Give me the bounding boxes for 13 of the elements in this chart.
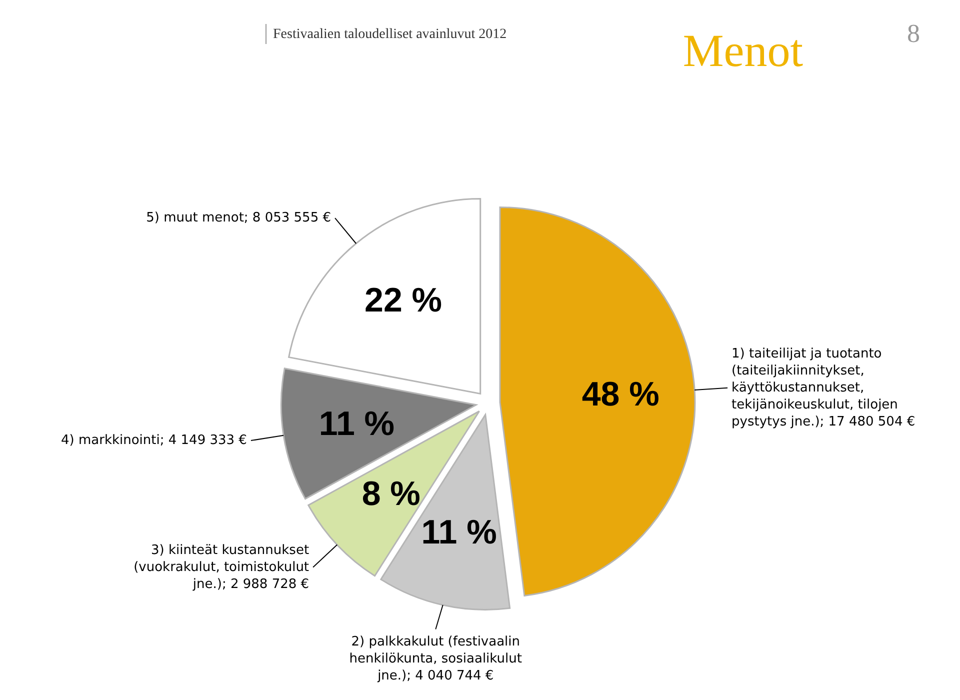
data-label: 11 % (318, 404, 395, 443)
slice-label: 2) palkkakulut (festivaalin henkilökunta, sosiaalikulut jne.); 4 040 744 € (349, 634, 522, 684)
data-label: 48 % (582, 376, 660, 414)
slice-label: 3) kiinteät kustannukset (vuokrakulut, toimistokulut jne.); 2 988 728 € (134, 542, 310, 592)
data-label: 8 % (362, 474, 420, 513)
data-label: 11 % (421, 514, 497, 552)
data-label: 22 % (364, 282, 442, 320)
slice-label: 5) muut menot; 8 053 555 € (146, 210, 332, 226)
chart-title: Menot (682, 25, 804, 76)
chart-subtitle: Festivaalien taloudelliset avainluvut 2012 (273, 27, 507, 42)
text: 8 (907, 19, 920, 48)
slice-label: 1) taiteilijat ja tuotanto (taiteiljakiinnitykset, käyttökustannukset, tekijänoikeuskulut, tilojen pystytys jne.); 17 480 504 € (732, 346, 916, 430)
slice-label: 4) markkinointi; 4 149 333 € (61, 433, 247, 448)
